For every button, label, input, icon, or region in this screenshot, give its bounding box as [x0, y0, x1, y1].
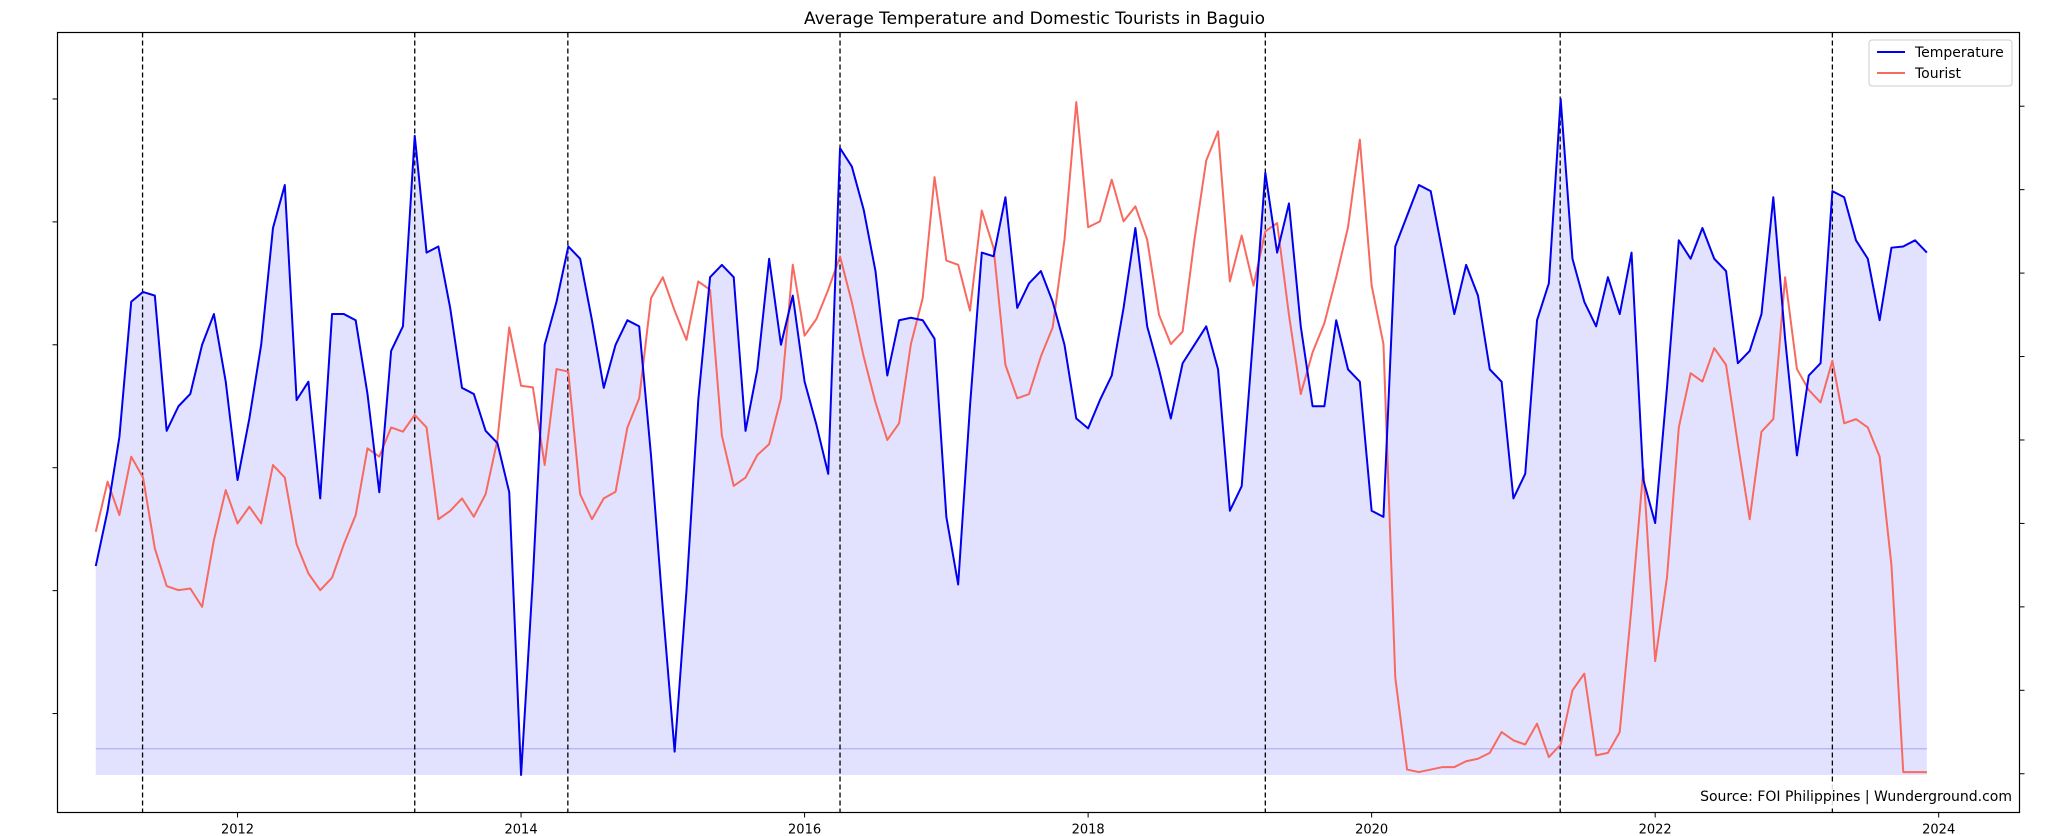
x-axis-ticks: 2012 2014 2016 2018 2020 2022 2024	[221, 812, 1955, 836]
temperature-fill-area	[95, 98, 1927, 775]
x-tick-label: 2018	[1072, 823, 1105, 836]
x-tick-label: 2022	[1639, 823, 1672, 836]
right-y-axis-ticks	[2019, 105, 2025, 775]
tourist-line	[94, 101, 1927, 774]
legend-label-tourist: Tourist	[1914, 66, 1962, 82]
plot-frame	[56, 31, 2021, 814]
x-tick-label: 2020	[1355, 823, 1388, 836]
x-tick-label: 2016	[788, 823, 821, 836]
x-tick-label: 2012	[221, 823, 254, 836]
left-y-axis-ticks	[52, 98, 58, 715]
temperature-area-fill	[95, 98, 1927, 775]
series-lines	[94, 97, 1928, 776]
legend-label-temperature: Temperature	[1914, 45, 2004, 61]
annotation-background	[1697, 784, 2015, 806]
temperature-line	[94, 97, 1928, 776]
x-tick-label: 2024	[1922, 823, 1955, 836]
x-tick-label: 2014	[505, 823, 538, 836]
source-annotation: Source: FOI Philippines | Wunderground.c…	[1700, 789, 2012, 805]
legend: Temperature Tourist	[1868, 39, 2013, 87]
chart-title: Average Temperature and Domestic Tourist…	[804, 9, 1265, 29]
